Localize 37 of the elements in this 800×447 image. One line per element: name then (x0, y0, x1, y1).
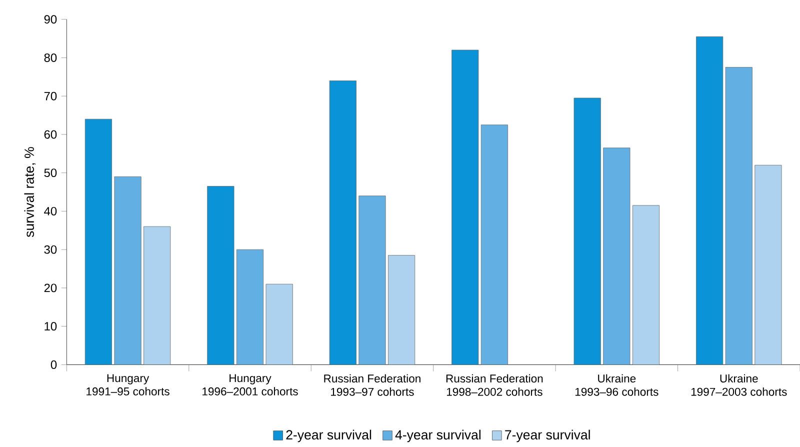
y-tick-label: 40 (44, 206, 57, 216)
bar (358, 196, 386, 365)
bar (114, 176, 142, 365)
bar (144, 226, 171, 365)
legend-label: 2-year survival (286, 430, 372, 442)
y-tick-label: 90 (44, 15, 57, 24)
y-axis-title: survival rate, % (24, 147, 36, 238)
x-tick-label: Russian Federation 1993–97 cohorts (324, 374, 420, 396)
x-tick-label: Hungary 1991–95 cohorts (86, 374, 170, 396)
bar (236, 249, 264, 365)
bar (603, 148, 630, 365)
bar (754, 164, 782, 365)
y-tick-label: 0 (50, 360, 57, 369)
y-tick-label: 60 (44, 130, 57, 139)
x-tick-label: Russian Federation 1998–2002 cohorts (446, 374, 543, 396)
bar (388, 255, 416, 365)
y-tick-label: 70 (44, 92, 57, 100)
bar (696, 36, 724, 365)
y-tick-label: 20 (44, 284, 57, 292)
bar (452, 50, 479, 365)
bar (480, 124, 508, 365)
x-tick-label: Ukraine 1993–96 cohorts (575, 374, 658, 396)
x-tick-label: Hungary 1996–2001 cohorts (202, 374, 298, 396)
bar (329, 80, 356, 365)
bar (207, 186, 234, 365)
x-tick-label: Ukraine 1997–2003 cohorts (691, 374, 787, 396)
legend-label: 4-year survival (395, 430, 480, 442)
bar (632, 205, 660, 365)
y-tick-label: 10 (44, 322, 57, 331)
bar (84, 118, 112, 365)
y-tick-label: 50 (44, 168, 57, 178)
bar (725, 67, 752, 365)
y-tick-label: 30 (44, 245, 57, 254)
y-tick-label: 80 (44, 53, 57, 62)
bar (266, 284, 293, 365)
bar (574, 98, 601, 365)
legend-label: 7-year survival (505, 430, 590, 442)
